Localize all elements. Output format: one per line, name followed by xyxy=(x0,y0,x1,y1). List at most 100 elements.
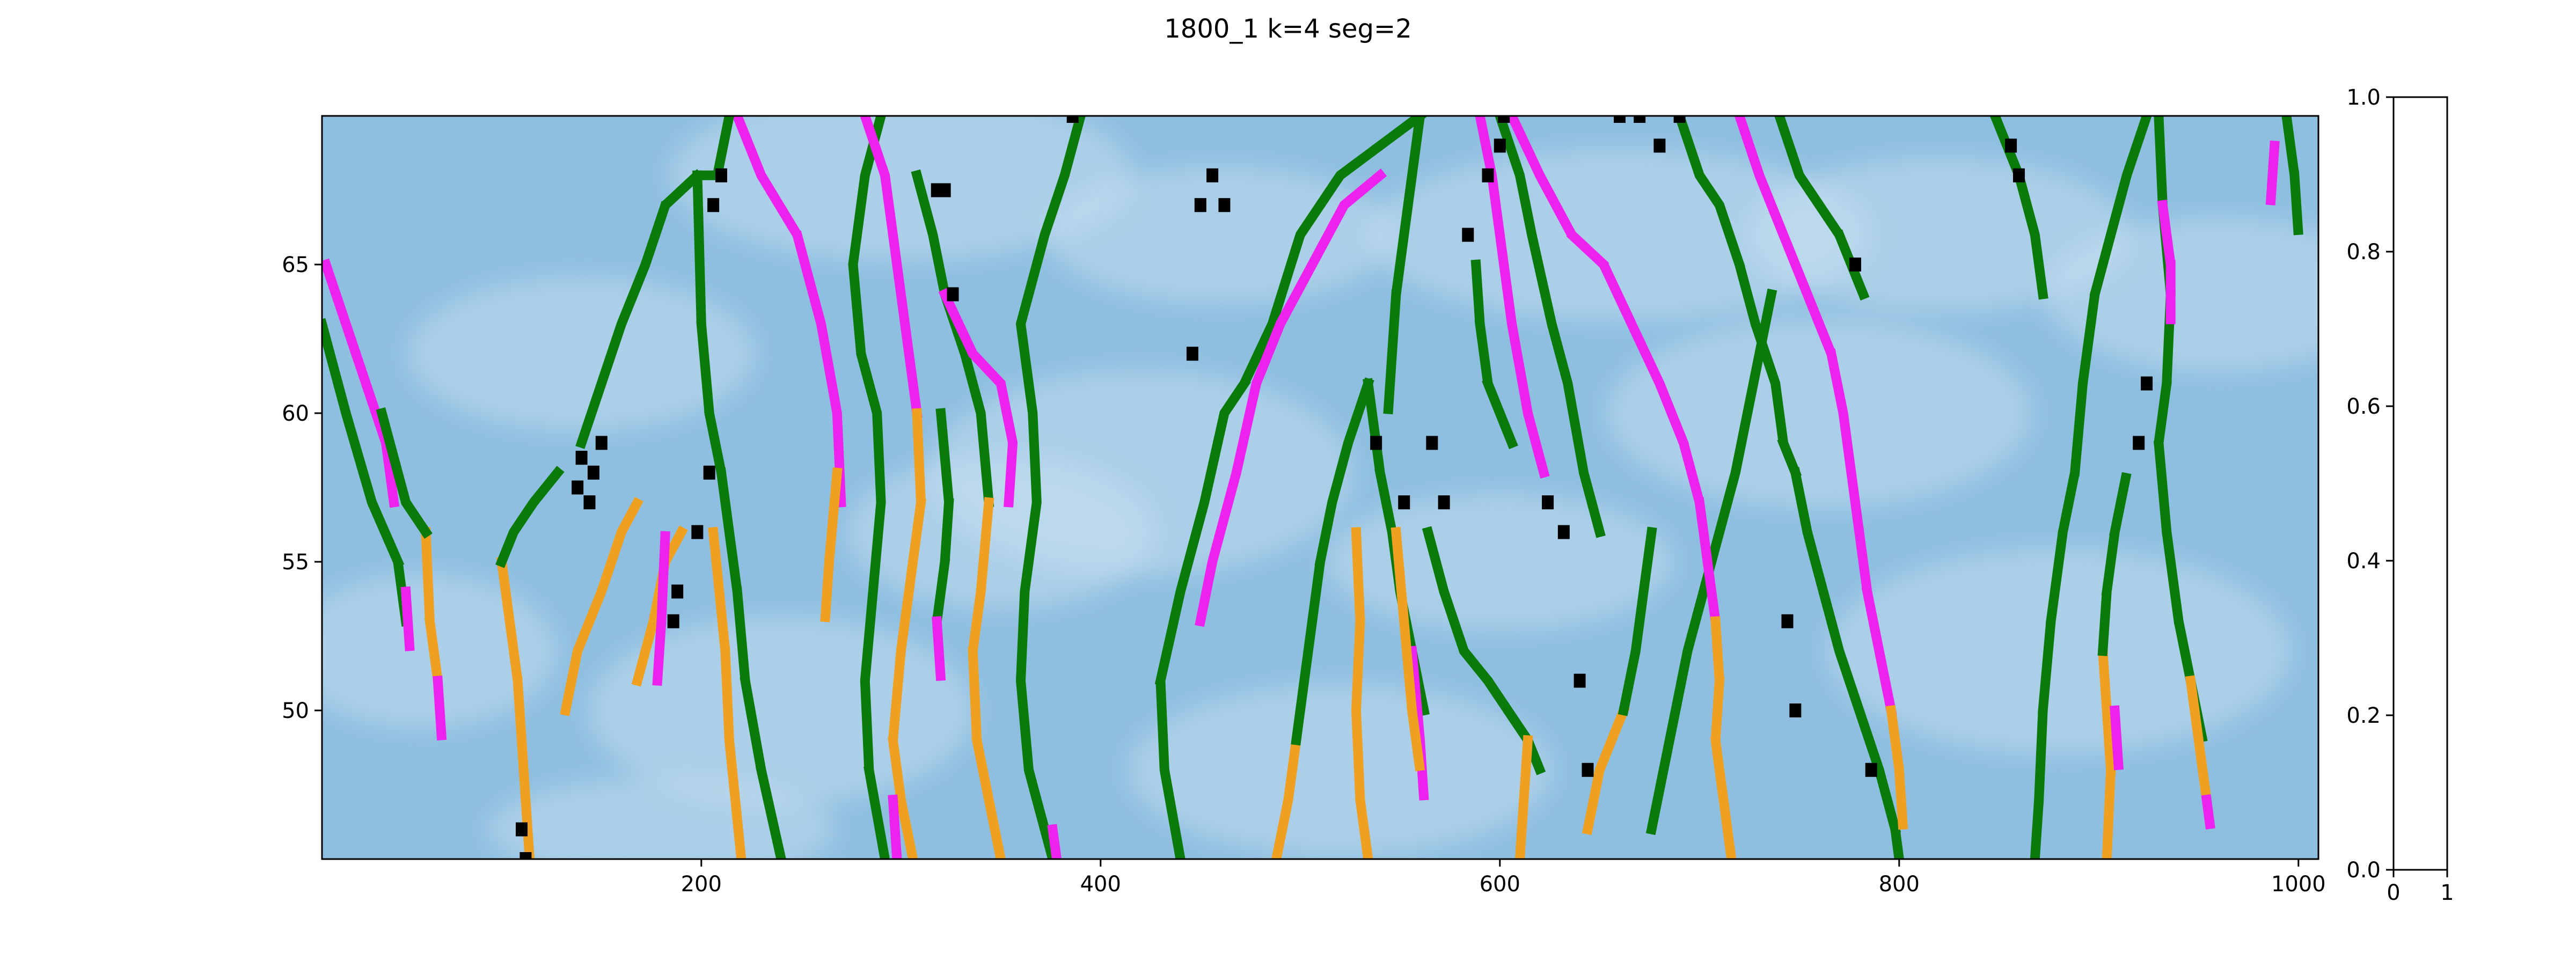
x-axis: 200 400 600 800 1000 xyxy=(681,859,2326,897)
background-wisp xyxy=(1326,493,1674,630)
series-green-line-29 xyxy=(1155,116,1427,859)
series-green-line-49 xyxy=(1674,116,1802,479)
junction-marker-34 xyxy=(1634,116,1646,123)
junction-marker-26 xyxy=(1482,168,1494,182)
series-magenta-line-62 xyxy=(2201,794,2216,835)
colorbar-y-tick-label: 1.0 xyxy=(2346,85,2381,110)
series-magenta-line-1 xyxy=(322,258,400,508)
junction-marker-28 xyxy=(1498,116,1510,123)
background-wisp xyxy=(487,778,836,859)
series-magenta-line-4 xyxy=(433,676,447,745)
series-green-line-40 xyxy=(1470,259,1518,450)
y-tick-label: 55 xyxy=(282,550,309,575)
series-green-line-54 xyxy=(1774,116,1870,301)
junction-marker-23 xyxy=(1426,436,1438,450)
junction-marker-11 xyxy=(707,198,720,212)
series-orange-line-31 xyxy=(1271,735,1302,859)
junction-marker-19 xyxy=(1206,168,1219,182)
junction-marker-20 xyxy=(1218,198,1231,212)
y-tick-label: 50 xyxy=(282,699,309,723)
x-tick-label: 400 xyxy=(1080,872,1121,897)
series-green-line-37 xyxy=(1382,116,1425,419)
junction-layer xyxy=(516,116,2153,859)
junction-marker-37 xyxy=(1781,614,1794,628)
series-orange-line-20 xyxy=(888,408,926,859)
series-magenta-line-52 xyxy=(1854,526,1897,716)
series-green-line-12 xyxy=(692,170,727,479)
junction-marker-3 xyxy=(575,451,588,465)
junction-marker-32 xyxy=(1582,762,1594,777)
junction-marker-43 xyxy=(2133,436,2145,450)
series-green-line-14 xyxy=(715,467,786,859)
junction-marker-29 xyxy=(1542,495,1554,510)
series-magenta-line-63 xyxy=(2157,200,2176,329)
background-wisp xyxy=(669,116,1133,261)
junction-marker-27 xyxy=(1494,138,1506,153)
junction-marker-39 xyxy=(1849,258,1861,272)
series-orange-line-16 xyxy=(819,467,843,627)
junction-marker-35 xyxy=(1653,138,1666,153)
series-orange-line-36 xyxy=(1391,526,1426,775)
junction-marker-41 xyxy=(2005,138,2017,153)
series-orange-line-48 xyxy=(1710,616,1737,859)
colorbar-y-tick-label: 0.2 xyxy=(2346,703,2381,728)
series-magenta-line-11 xyxy=(652,527,671,686)
junction-marker-42 xyxy=(2013,168,2025,182)
colorbar-y-tick-label: 0.4 xyxy=(2346,549,2381,574)
series-green-line-27 xyxy=(1015,116,1086,859)
series-orange-line-61 xyxy=(2185,675,2212,805)
series-green-line-45 xyxy=(1618,526,1657,716)
background-wisp xyxy=(1046,166,1394,304)
junction-marker-7 xyxy=(667,614,679,628)
series-green-line-51 xyxy=(1789,467,1904,859)
junction-marker-36 xyxy=(1673,116,1686,123)
y-axis: 50 55 60 65 xyxy=(282,253,322,723)
junction-marker-12 xyxy=(715,168,727,182)
series-green-line-32 xyxy=(1291,377,1374,746)
series-green-line-5 xyxy=(376,407,433,539)
junction-marker-44 xyxy=(2141,376,2153,391)
series-orange-line-3 xyxy=(421,527,443,686)
series-magenta-line-41 xyxy=(1475,116,1550,479)
series-orange-line-33 xyxy=(1351,527,1373,859)
junction-marker-4 xyxy=(583,495,596,510)
junction-marker-33 xyxy=(1614,116,1626,123)
plot-area xyxy=(321,115,2319,860)
series-magenta-line-65 xyxy=(2265,140,2280,210)
background-wisp xyxy=(846,454,1155,610)
colorbar-x-tick-label: 0 xyxy=(2387,881,2400,905)
x-tick-label: 800 xyxy=(1879,872,1920,897)
series-magenta-line-43 xyxy=(1506,116,1706,509)
junction-marker-15 xyxy=(947,287,959,302)
junction-marker-18 xyxy=(1194,198,1206,212)
background-wisp xyxy=(1607,319,2032,508)
series-orange-line-57 xyxy=(2097,646,2116,859)
junction-marker-22 xyxy=(1398,495,1410,510)
x-tick-label: 1000 xyxy=(2271,872,2326,897)
junction-marker-40 xyxy=(1865,762,1877,777)
series-layer xyxy=(322,116,2304,859)
series-magenta-line-47 xyxy=(1694,497,1721,627)
series-green-line-25 xyxy=(931,408,954,627)
series-orange-line-9 xyxy=(560,496,644,716)
series-green-line-8 xyxy=(575,168,705,449)
series-magenta-line-28 xyxy=(1047,824,1062,859)
junction-marker-21 xyxy=(1370,436,1382,450)
series-green-line-42 xyxy=(1495,116,1606,538)
series-orange-line-53 xyxy=(1885,705,1908,835)
junction-marker-0 xyxy=(516,822,528,837)
junction-marker-16 xyxy=(1066,116,1079,123)
series-green-line-0 xyxy=(322,318,412,627)
colorbar-x-tick-label: 1 xyxy=(2440,881,2454,905)
background-wisp xyxy=(588,616,975,805)
series-green-line-56 xyxy=(2030,116,2152,859)
series-orange-line-6 xyxy=(496,556,535,859)
junction-marker-9 xyxy=(691,525,704,539)
colorbar-box xyxy=(2392,96,2448,871)
x-tick-label: 600 xyxy=(1480,872,1520,897)
junction-marker-31 xyxy=(1574,673,1586,688)
series-orange-line-23 xyxy=(968,497,1006,859)
